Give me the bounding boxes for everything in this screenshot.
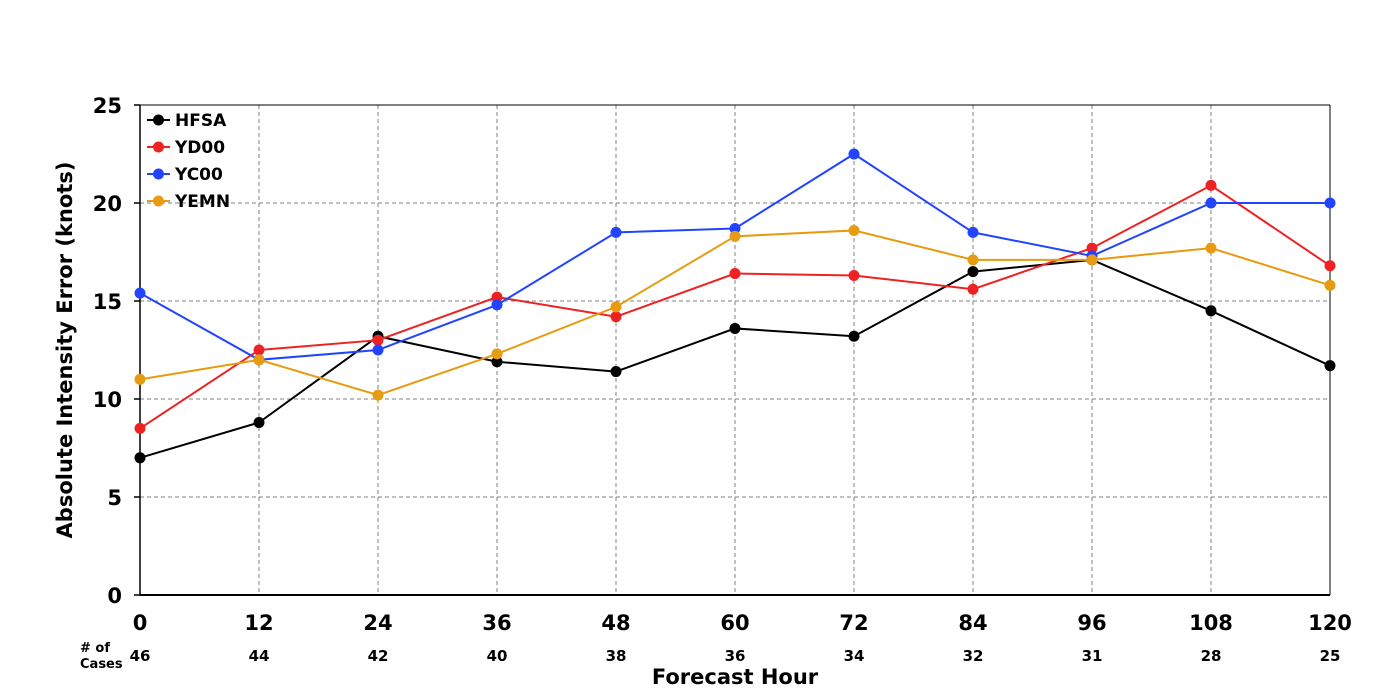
data-point-yc00 (967, 226, 979, 238)
x-tick-label: 96 (1077, 611, 1106, 635)
y-tick-label: 5 (107, 486, 122, 510)
series-yemn (134, 224, 1336, 401)
data-point-yemn (491, 348, 503, 360)
case-count-label: 38 (606, 647, 627, 665)
legend-label-yemn: YEMN (174, 192, 230, 212)
legend-label-hfsa: HFSA (175, 111, 227, 131)
case-count-label: 42 (368, 647, 389, 665)
legend-item-yc00: YC00 (147, 165, 223, 185)
case-count-label: 36 (725, 647, 746, 665)
x-tick-label: 36 (482, 611, 511, 635)
case-count-label: 40 (487, 647, 508, 665)
x-tick-label: 48 (601, 611, 630, 635)
data-point-yc00 (610, 226, 622, 238)
data-point-hfsa (1324, 360, 1336, 372)
data-point-hfsa (729, 322, 741, 334)
data-point-yd00 (729, 268, 741, 280)
y-tick-label: 0 (107, 584, 122, 608)
legend-item-yemn: YEMN (147, 192, 230, 212)
case-count-label: 31 (1082, 647, 1103, 665)
grid (140, 105, 1330, 595)
legend-item-hfsa: HFSA (147, 111, 227, 131)
x-tick-label: 72 (839, 611, 868, 635)
data-point-yc00 (372, 344, 384, 356)
legend-marker-yc00 (153, 168, 164, 180)
data-point-yc00 (1205, 197, 1217, 209)
x-tick-label: 108 (1189, 611, 1233, 635)
data-point-yd00 (134, 422, 146, 434)
data-point-yemn (729, 230, 741, 242)
x-tick-label: 24 (363, 611, 392, 635)
series-layer (134, 148, 1336, 464)
data-point-yd00 (848, 270, 860, 282)
x-tick-label: 120 (1308, 611, 1352, 635)
legend-marker-hfsa (153, 114, 164, 126)
y-axis-title: Absolute Intensity Error (knots) (53, 162, 77, 539)
data-point-yc00 (1324, 197, 1336, 209)
data-point-yd00 (1205, 179, 1217, 191)
data-point-yemn (848, 224, 860, 236)
data-point-yemn (372, 389, 384, 401)
data-point-yc00 (729, 222, 741, 234)
legend-marker-yemn (153, 195, 164, 207)
y-tick-label: 20 (93, 192, 122, 216)
data-point-yc00 (848, 148, 860, 160)
data-point-hfsa (134, 452, 146, 464)
data-point-yd00 (610, 311, 622, 323)
y-tick-label: 25 (93, 94, 122, 118)
y-tick-label: 15 (93, 290, 122, 314)
data-point-hfsa (610, 366, 622, 378)
data-point-hfsa (1205, 305, 1217, 317)
axes (134, 104, 1331, 596)
legend-item-yd00: YD00 (147, 138, 225, 158)
data-point-yemn (967, 254, 979, 266)
legend-marker-yd00 (153, 141, 164, 153)
x-tick-label: 60 (720, 611, 749, 635)
data-point-yemn (1324, 279, 1336, 291)
data-point-yc00 (134, 287, 146, 299)
data-point-yemn (610, 301, 622, 313)
data-point-yd00 (1324, 260, 1336, 272)
x-axis-title: Forecast Hour (652, 665, 819, 689)
data-point-yemn (134, 373, 146, 385)
x-tick-label: 84 (958, 611, 987, 635)
legend-label-yd00: YD00 (174, 138, 225, 158)
case-count-label: 25 (1320, 647, 1341, 665)
cases-header-line1: # of (80, 641, 110, 656)
data-point-yemn (1205, 242, 1217, 254)
legend: HFSA YD00 YC00 YEMN (147, 111, 230, 212)
data-point-hfsa (967, 266, 979, 278)
cases-header-line2: Cases (80, 657, 123, 672)
data-point-hfsa (491, 356, 503, 368)
data-point-yd00 (967, 283, 979, 295)
tick-labels: 0 5 10 15 20 25 0 46 12 44 24 42 36 40 48 38 60 36 72 34 84 3… (80, 94, 1352, 672)
data-point-yd00 (491, 291, 503, 303)
y-tick-label: 10 (93, 388, 122, 412)
data-point-hfsa (253, 417, 265, 429)
data-point-yd00 (372, 334, 384, 346)
case-count-label: 44 (249, 647, 270, 665)
case-count-label: 34 (844, 647, 865, 665)
case-count-label: 28 (1201, 647, 1222, 665)
data-point-yd00 (1086, 242, 1098, 254)
case-count-label: 32 (963, 647, 984, 665)
data-point-yc00 (491, 299, 503, 311)
data-point-yemn (253, 354, 265, 366)
x-tick-label: 0 (133, 611, 148, 635)
data-point-yemn (1086, 254, 1098, 266)
data-point-hfsa (848, 330, 860, 342)
x-tick-label: 12 (244, 611, 273, 635)
legend-label-yc00: YC00 (174, 165, 223, 185)
series-yd00 (134, 179, 1336, 434)
series-line-yd00 (139, 184, 1331, 430)
case-count-label: 46 (130, 647, 151, 665)
data-point-yd00 (253, 344, 265, 356)
